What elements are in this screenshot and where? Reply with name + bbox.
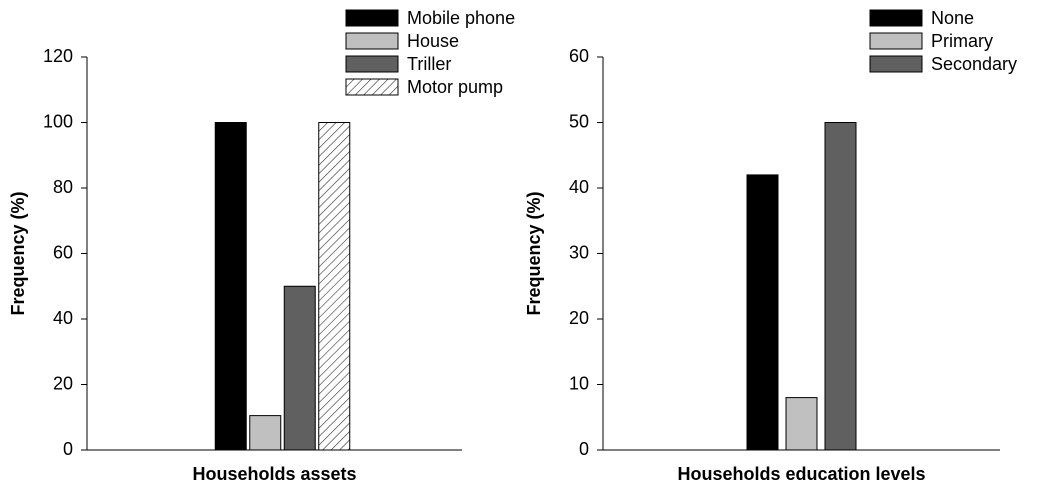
bar <box>824 122 857 451</box>
legend-swatch <box>869 55 923 73</box>
y-tick-label: 120 <box>43 46 73 66</box>
legend-swatch <box>345 55 399 73</box>
y-tick-label: 30 <box>569 242 589 262</box>
y-tick-label: 80 <box>53 177 73 197</box>
legend-swatch <box>869 9 923 27</box>
y-tick-label: 20 <box>53 373 73 393</box>
legend-swatch <box>345 32 399 50</box>
legend-label: Triller <box>407 54 451 74</box>
legend-label: Mobile phone <box>407 8 515 28</box>
legend-label: Primary <box>931 31 993 51</box>
legend-swatch <box>345 78 399 96</box>
legend-swatch <box>345 9 399 27</box>
bar <box>318 122 351 451</box>
y-tick-label: 50 <box>569 111 589 131</box>
x-axis-label: Households assets <box>192 464 356 484</box>
y-tick-label: 40 <box>569 177 589 197</box>
bar <box>283 285 316 451</box>
y-tick-label: 0 <box>579 439 589 459</box>
y-tick-label: 60 <box>53 242 73 262</box>
y-tick-label: 10 <box>569 373 589 393</box>
legend-label: Secondary <box>931 54 1017 74</box>
bar <box>249 415 282 451</box>
y-axis-label: Frequency (%) <box>524 191 544 315</box>
legend-label: House <box>407 31 459 51</box>
x-axis-label: Households education levels <box>677 464 925 484</box>
y-tick-label: 40 <box>53 308 73 328</box>
y-tick-label: 100 <box>43 111 73 131</box>
legend-swatch <box>869 32 923 50</box>
y-tick-label: 20 <box>569 308 589 328</box>
y-tick-label: 60 <box>569 46 589 66</box>
legend-label: Motor pump <box>407 77 503 97</box>
bar <box>785 397 818 451</box>
bar <box>214 122 247 451</box>
y-tick-label: 0 <box>63 439 73 459</box>
legend-label: None <box>931 8 974 28</box>
y-axis-label: Frequency (%) <box>8 191 28 315</box>
bar <box>746 174 779 451</box>
